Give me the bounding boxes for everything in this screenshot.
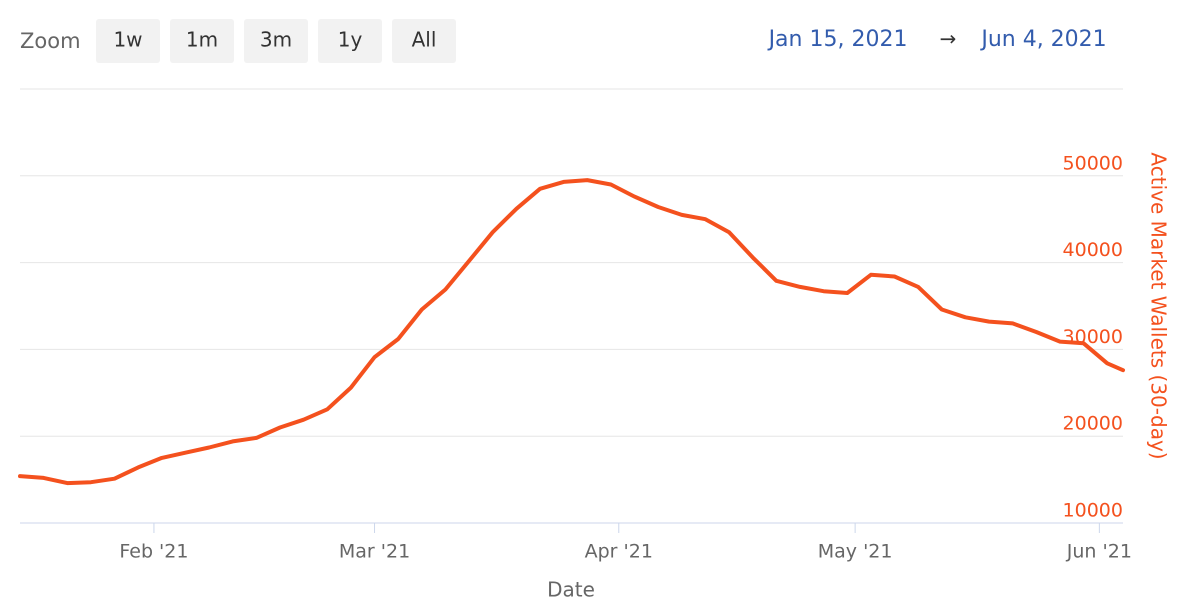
- zoom-button[interactable]: 3m: [244, 19, 308, 63]
- button-bg[interactable]: [96, 19, 160, 63]
- x-tick-label: Apr '21: [585, 541, 653, 563]
- zoom-label: Zoom: [20, 29, 81, 53]
- x-tick-label: Jun '21: [1066, 541, 1132, 563]
- y-tick-label: 50000: [1063, 152, 1123, 174]
- button-bg[interactable]: [170, 19, 234, 63]
- button-bg[interactable]: [244, 19, 308, 63]
- zoom-button[interactable]: All: [392, 19, 456, 63]
- button-label[interactable]: 1y: [338, 28, 363, 52]
- button-bg[interactable]: [392, 19, 456, 63]
- y-tick-label: 20000: [1063, 413, 1123, 435]
- x-tick-label: Mar '21: [339, 541, 410, 563]
- button-label[interactable]: 1m: [186, 28, 218, 52]
- zoom-button[interactable]: 1m: [170, 19, 234, 63]
- button-label[interactable]: 1w: [113, 28, 142, 52]
- y-axis-title: Active Market Wallets (30-day): [1147, 152, 1171, 459]
- y-tick-label: 30000: [1063, 326, 1123, 348]
- button-label[interactable]: 3m: [260, 28, 292, 52]
- range-to: Jun 4, 2021: [979, 27, 1106, 52]
- button-label[interactable]: All: [412, 28, 437, 52]
- range-from: Jan 15, 2021: [767, 27, 908, 52]
- line-series: [18, 178, 1125, 486]
- x-axis-title: Date: [547, 578, 595, 602]
- y-tick-label: 10000: [1063, 500, 1123, 522]
- button-bg[interactable]: [318, 19, 382, 63]
- x-tick-label: Feb '21: [119, 541, 188, 563]
- x-tick-label: May '21: [818, 541, 893, 563]
- y-tick-label: 40000: [1063, 239, 1123, 261]
- range-arrow: →: [940, 27, 957, 51]
- zoom-button[interactable]: 1w: [96, 19, 160, 63]
- zoom-button[interactable]: 1y: [318, 19, 382, 63]
